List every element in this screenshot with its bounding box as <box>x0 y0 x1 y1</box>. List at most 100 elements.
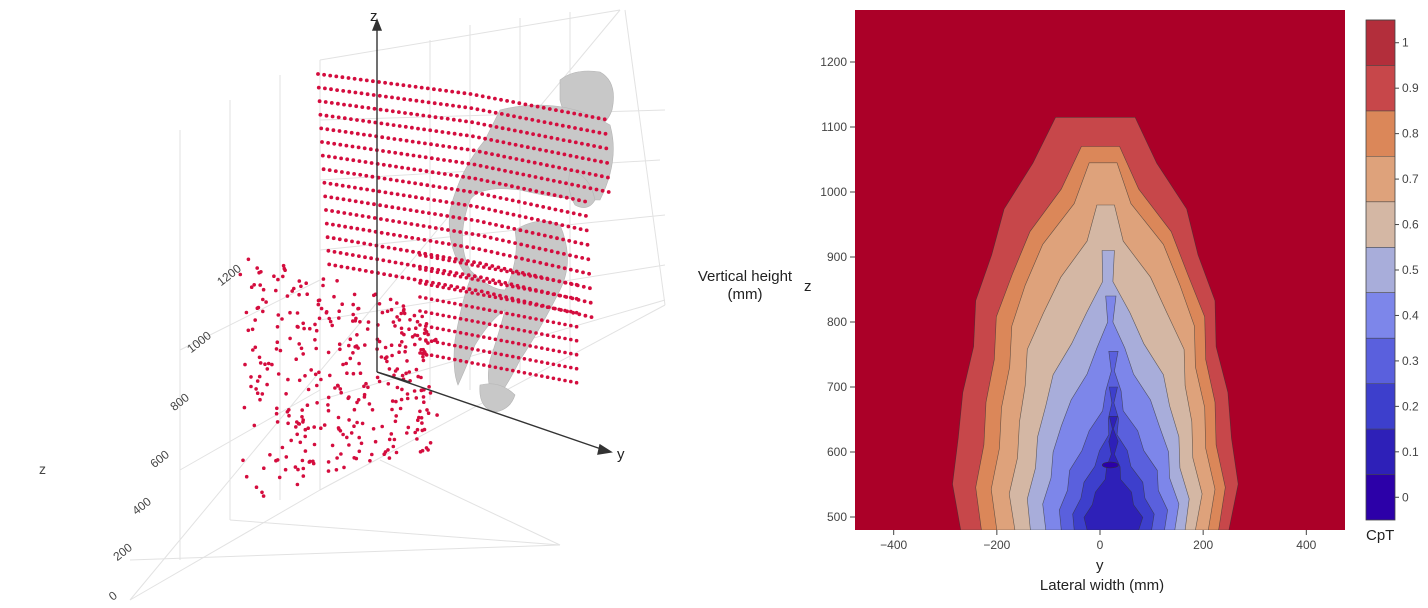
data-point <box>579 127 583 132</box>
data-point <box>351 302 356 307</box>
data-point <box>528 344 532 348</box>
data-point <box>338 142 343 147</box>
data-point <box>337 237 342 242</box>
data-point <box>429 283 434 288</box>
data-point <box>277 475 282 480</box>
data-point <box>388 163 392 168</box>
data-point <box>301 466 306 471</box>
data-point <box>397 124 402 128</box>
data-point <box>326 460 331 464</box>
data-point <box>327 168 332 173</box>
data-point <box>422 400 426 405</box>
x-tick-label: −200 <box>983 538 1010 552</box>
data-point <box>429 339 434 344</box>
data-point <box>466 161 471 166</box>
data-point <box>470 277 475 281</box>
data-point <box>545 319 550 324</box>
data-point <box>604 146 609 151</box>
data-point <box>513 241 517 246</box>
data-point <box>551 348 556 353</box>
data-point <box>482 321 486 325</box>
data-point <box>249 375 253 379</box>
data-point <box>505 325 509 330</box>
data-point <box>292 286 296 291</box>
data-point <box>342 211 347 215</box>
data-point <box>398 137 403 142</box>
data-point <box>488 123 493 128</box>
data-point <box>348 337 353 342</box>
data-point <box>398 233 402 238</box>
data-point <box>424 296 428 300</box>
data-point <box>556 265 561 269</box>
data-point <box>453 259 457 264</box>
data-point <box>464 133 469 138</box>
data-point <box>424 339 428 343</box>
x-tick-label: 0 <box>1097 538 1104 552</box>
data-point <box>505 353 509 358</box>
data-point <box>574 338 579 343</box>
data-point <box>297 378 302 383</box>
data-point <box>446 242 451 246</box>
data-point <box>465 147 470 152</box>
data-point <box>308 326 312 331</box>
data-point <box>352 456 357 460</box>
data-point <box>516 341 521 346</box>
data-point <box>554 221 559 226</box>
data-point <box>444 88 448 93</box>
data-point <box>441 355 446 360</box>
data-point <box>563 294 567 299</box>
data-point <box>377 93 382 98</box>
data-point <box>463 105 468 110</box>
data-point <box>348 103 352 108</box>
data-point <box>337 342 342 347</box>
data-point <box>301 321 306 326</box>
data-point <box>300 458 305 463</box>
data-point <box>300 408 305 412</box>
data-point <box>460 160 465 165</box>
data-point <box>543 134 548 139</box>
data-point <box>481 220 486 225</box>
data-point <box>510 184 514 189</box>
data-point <box>390 407 394 412</box>
data-point <box>275 406 279 411</box>
data-point <box>347 198 352 203</box>
data-point <box>338 251 343 255</box>
data-point <box>400 387 404 392</box>
data-point <box>542 219 546 224</box>
data-point <box>387 259 392 264</box>
data-point <box>429 325 434 330</box>
data-point <box>447 145 452 149</box>
data-point <box>494 125 499 129</box>
data-point <box>425 408 429 412</box>
data-point <box>441 299 446 304</box>
data-point <box>339 156 343 161</box>
data-point <box>418 267 422 271</box>
z-tick-label: 0 <box>106 588 120 603</box>
data-point <box>430 170 435 175</box>
colorbar-band <box>1366 201 1395 248</box>
data-point <box>274 411 279 416</box>
colorbar-tick-label: 1 <box>1402 36 1409 50</box>
data-point <box>358 172 363 177</box>
data-point <box>447 328 451 333</box>
data-point <box>554 122 559 127</box>
data-point <box>333 155 337 160</box>
data-point <box>494 223 498 227</box>
data-point <box>420 421 424 425</box>
data-point <box>527 173 532 178</box>
data-point <box>393 150 398 155</box>
data-point <box>470 120 474 125</box>
data-point <box>356 306 361 311</box>
data-point <box>476 348 480 352</box>
data-point <box>419 85 424 90</box>
data-point <box>551 376 556 381</box>
data-point <box>257 270 261 275</box>
data-point <box>533 175 538 179</box>
colorbar-band <box>1366 247 1395 293</box>
colorbar: 0 0.1 0.2 0.3 0.4 0.5 0.6 0.7 0.8 0.9 1 <box>1365 19 1419 521</box>
data-point <box>540 374 544 378</box>
data-point <box>297 342 302 346</box>
data-point <box>476 292 480 296</box>
data-point <box>435 413 439 417</box>
data-point <box>356 346 360 350</box>
